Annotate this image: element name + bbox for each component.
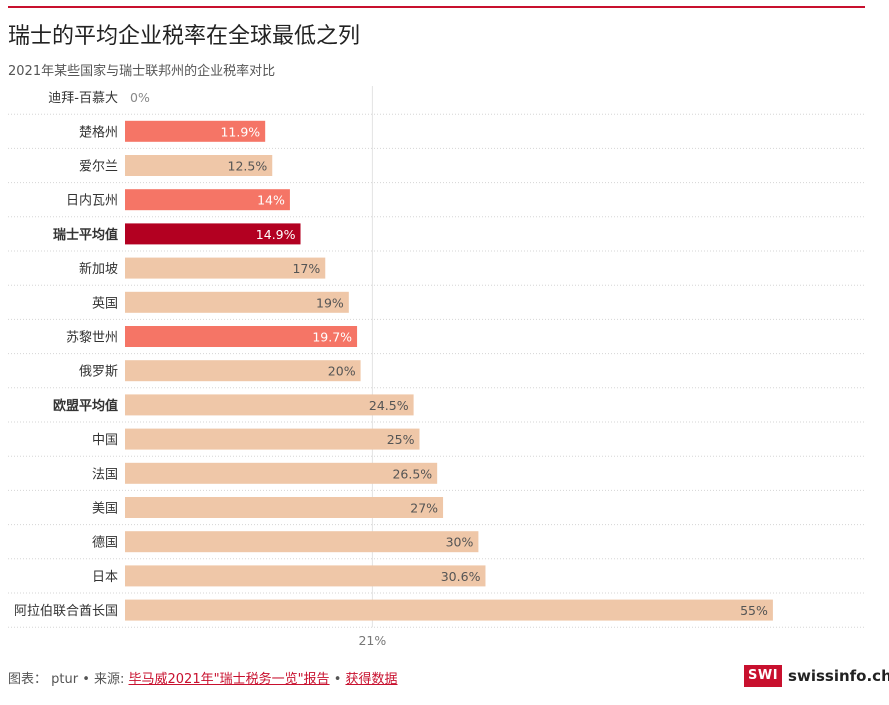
bar	[125, 360, 361, 382]
category-label: 迪拜-百慕大	[48, 91, 118, 106]
bar	[125, 257, 326, 279]
value-label: 14.9%	[256, 227, 296, 242]
bar	[125, 155, 273, 176]
category-label: 德国	[92, 536, 118, 551]
category-label: 俄罗斯	[79, 365, 118, 380]
category-label: 美国	[92, 502, 118, 517]
value-label: 25%	[387, 432, 415, 447]
chart-title: 瑞士的平均企业税率在全球最低之列	[8, 24, 361, 49]
category-label: 阿拉伯联合酋长国	[14, 603, 118, 619]
value-label: 26.5%	[392, 466, 432, 481]
bar	[125, 565, 486, 587]
bar	[125, 531, 479, 553]
category-label: 欧盟平均值	[53, 398, 118, 414]
category-label: 法国	[92, 467, 118, 482]
category-label: 新加坡	[79, 261, 118, 277]
category-label: 楚格州	[79, 124, 118, 140]
value-label: 19.7%	[312, 330, 352, 345]
value-label: 17%	[292, 261, 320, 276]
bar	[125, 223, 301, 245]
value-label: 24.5%	[369, 398, 409, 413]
swi-logo-mark: SWI	[744, 665, 783, 687]
bar	[125, 326, 358, 347]
bar	[125, 599, 773, 621]
swissinfo-logo[interactable]: SWI swissinfo.ch	[744, 664, 889, 688]
footer-separator: •	[329, 672, 346, 687]
bar	[125, 497, 444, 518]
value-label: 27%	[410, 501, 438, 516]
bar	[125, 394, 414, 416]
category-label: 日内瓦州	[66, 193, 118, 209]
bar-chart: 迪拜-百慕大 0% 楚格州 11.9% 爱尔兰 12.5% 日内瓦州 14% 瑞士平均值 14.9…	[8, 86, 864, 648]
value-label: 30.6%	[441, 569, 481, 584]
category-label: 日本	[92, 570, 118, 585]
get-data-link[interactable]: 获得数据	[345, 672, 398, 687]
value-label: 0%	[130, 90, 150, 105]
category-label: 英国	[92, 296, 118, 311]
value-label: 12.5%	[228, 159, 268, 174]
chart-subtitle: 2021年某些国家与瑞士联邦州的企业税率对比	[8, 64, 276, 79]
reference-label: 21%	[358, 633, 386, 648]
footer: 图表： ptur • 来源: 毕马威2021年"瑞士税务一览"报告 • 获得数据	[8, 668, 398, 687]
category-label: 苏黎世州	[66, 330, 118, 346]
bar	[125, 428, 420, 450]
category-label: 瑞士平均值	[53, 227, 118, 243]
logo-text: swissinfo.ch	[788, 667, 889, 685]
category-label: 中国	[92, 433, 118, 448]
value-label: 30%	[446, 535, 474, 550]
bar	[125, 120, 266, 142]
top-rule	[8, 6, 865, 8]
value-label: 20%	[328, 364, 356, 379]
category-label: 爱尔兰	[79, 160, 118, 175]
value-label: 19%	[316, 295, 344, 310]
bar	[125, 291, 349, 313]
source-link[interactable]: 毕马威2021年"瑞士税务一览"报告	[128, 672, 330, 687]
value-label: 11.9%	[220, 124, 260, 139]
bar	[125, 189, 290, 211]
footer-prefix: 图表： ptur • 来源:	[8, 672, 129, 687]
bar	[125, 462, 438, 484]
value-label: 55%	[740, 603, 768, 618]
value-label: 14%	[257, 193, 285, 208]
